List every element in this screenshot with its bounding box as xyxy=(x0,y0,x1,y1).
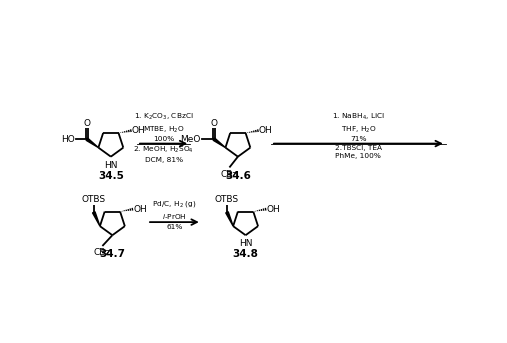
Text: MeO: MeO xyxy=(180,135,201,144)
Text: 61%: 61% xyxy=(166,224,183,230)
Text: CBz: CBz xyxy=(93,248,110,257)
Text: OH: OH xyxy=(266,205,280,214)
Polygon shape xyxy=(93,212,100,226)
Text: O: O xyxy=(83,119,90,128)
Text: 34.8: 34.8 xyxy=(233,249,259,259)
Text: 2. MeOH, H$_2$SO$_4$
DCM, 81%: 2. MeOH, H$_2$SO$_4$ DCM, 81% xyxy=(133,145,194,163)
Text: OTBS: OTBS xyxy=(215,195,239,204)
Text: 2.TBSCl, TEA
PhMe, 100%: 2.TBSCl, TEA PhMe, 100% xyxy=(335,145,382,158)
Text: OTBS: OTBS xyxy=(82,195,106,204)
Text: OH: OH xyxy=(133,205,147,214)
Polygon shape xyxy=(86,138,98,147)
Text: OH: OH xyxy=(132,126,146,135)
Text: HO: HO xyxy=(61,135,76,144)
Text: 1. NaBH$_4$, LiCl
THF, H$_2$O
71%: 1. NaBH$_4$, LiCl THF, H$_2$O 71% xyxy=(332,112,385,142)
Text: 34.6: 34.6 xyxy=(225,170,251,180)
Polygon shape xyxy=(213,138,226,147)
Polygon shape xyxy=(226,212,233,226)
Text: HN: HN xyxy=(104,161,118,169)
Text: Pd/C, H$_2$ (g)
$i$-PrOH: Pd/C, H$_2$ (g) $i$-PrOH xyxy=(152,200,197,221)
Text: CBz: CBz xyxy=(220,170,237,179)
Text: OH: OH xyxy=(259,126,272,135)
Text: HN: HN xyxy=(239,239,252,248)
Text: 1. K$_2$CO$_3$, CBzCl
MTBE, H$_2$O
100%: 1. K$_2$CO$_3$, CBzCl MTBE, H$_2$O 100% xyxy=(134,112,193,142)
Text: 34.5: 34.5 xyxy=(98,170,124,180)
Text: O: O xyxy=(210,119,218,128)
Text: 34.7: 34.7 xyxy=(99,249,125,259)
